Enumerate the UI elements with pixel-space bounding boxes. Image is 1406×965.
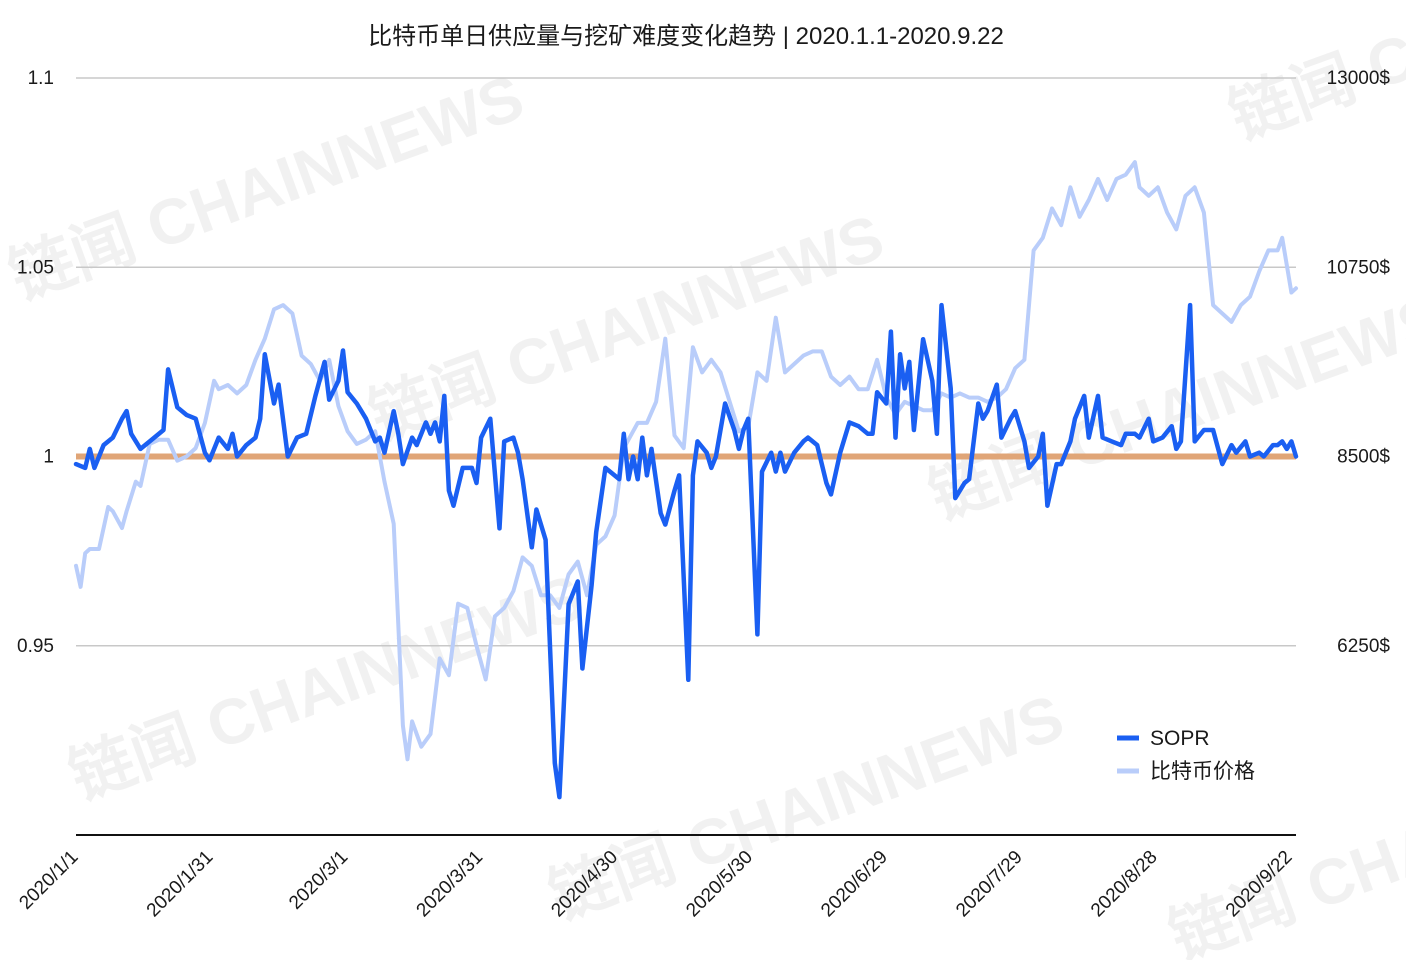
x-axis-tick-label: 2020/1/1 <box>15 847 82 914</box>
left-axis-tick-label: 1.05 <box>17 257 54 278</box>
x-axis-tick-label: 2020/3/1 <box>285 847 352 914</box>
left-axis-ticks: 1.1 1.05 1 0.95 <box>17 68 54 657</box>
watermark-text: 链闻 CHAINNEWS <box>1160 721 1406 960</box>
watermark-text: 链闻 CHAINNEWS <box>360 201 892 453</box>
left-axis-tick-label: 1.1 <box>28 68 54 89</box>
left-axis-tick-label: 1 <box>43 447 54 468</box>
left-axis-tick-label: 0.95 <box>17 636 54 657</box>
legend-label: SOPR <box>1150 727 1210 750</box>
right-axis-tick-label: 13000$ <box>1327 68 1391 89</box>
legend-label: 比特币价格 <box>1150 760 1255 783</box>
x-axis-tick-label: 2020/7/29 <box>952 847 1027 922</box>
right-axis-tick-label: 8500$ <box>1337 447 1390 468</box>
right-axis-tick-label: 10750$ <box>1327 257 1391 278</box>
chart-title: 比特币单日供应量与挖矿难度变化趋势 | 2020.1.1-2020.9.22 <box>368 23 1004 50</box>
x-axis-tick-label: 2020/8/28 <box>1087 847 1162 922</box>
watermark-text: 链闻 CHAINNEWS <box>60 561 592 813</box>
sopr-series-line <box>73 302 1299 800</box>
x-axis-tick-label: 2020/6/29 <box>817 847 892 922</box>
x-axis-tick-label: 2020/1/31 <box>143 847 218 922</box>
legend: SOPR 比特币价格 <box>1117 727 1255 783</box>
right-axis-tick-label: 6250$ <box>1337 636 1390 657</box>
series-layer <box>73 160 1299 800</box>
watermark-text: 链闻 CHAINNEWS <box>920 281 1406 533</box>
x-axis-tick-label: 2020/3/31 <box>413 847 488 922</box>
watermark-text: 链闻 CHAINNEWS <box>0 61 532 313</box>
right-axis-ticks: 13000$ 10750$ 8500$ 6250$ <box>1327 68 1391 657</box>
price-series-line <box>74 160 1298 762</box>
